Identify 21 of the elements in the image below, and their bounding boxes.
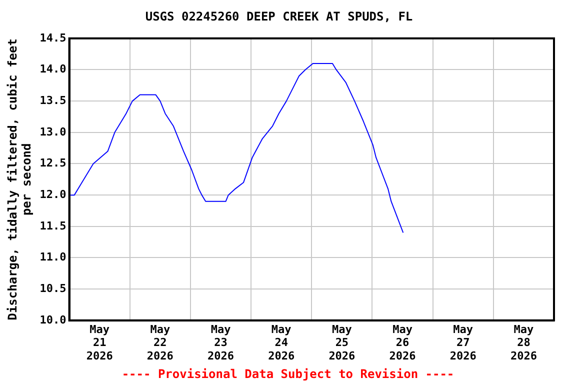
x-tick-label: May 25 2026 xyxy=(328,322,356,362)
x-tick-label: May 27 2026 xyxy=(450,322,477,362)
x-tick-label: May 24 2026 xyxy=(268,322,295,362)
y-tick-label: 12.5 xyxy=(40,156,66,170)
y-tick-label: 13.0 xyxy=(40,125,66,138)
y-tick-label: 10.5 xyxy=(40,282,66,295)
y-axis-title: Discharge, tidally filtered, cubic feet per second xyxy=(5,38,34,320)
y-tick-label: 14.0 xyxy=(40,62,66,76)
y-tick-label: 11.5 xyxy=(40,219,66,232)
x-tick-label: May 26 2026 xyxy=(389,322,416,362)
text: ---- Provisional Data Subject to Revision ---- xyxy=(120,366,456,382)
y-tick-label: 10.0 xyxy=(40,313,66,326)
x-tick-label: May 28 2026 xyxy=(510,322,538,362)
x-tick-label: May 23 2026 xyxy=(208,322,234,362)
y-tick-label: 14.5 xyxy=(40,31,66,44)
x-tick-label: May 22 2026 xyxy=(146,322,174,362)
y-tick-label: 11.0 xyxy=(40,250,66,264)
x-tick-label: May 21 2026 xyxy=(86,322,114,362)
y-tick-label: 12.0 xyxy=(40,188,66,201)
chart-title: USGS 02245260 DEEP CREEK AT SPUDS, FL xyxy=(145,9,413,24)
y-tick-label: 13.5 xyxy=(40,94,66,107)
